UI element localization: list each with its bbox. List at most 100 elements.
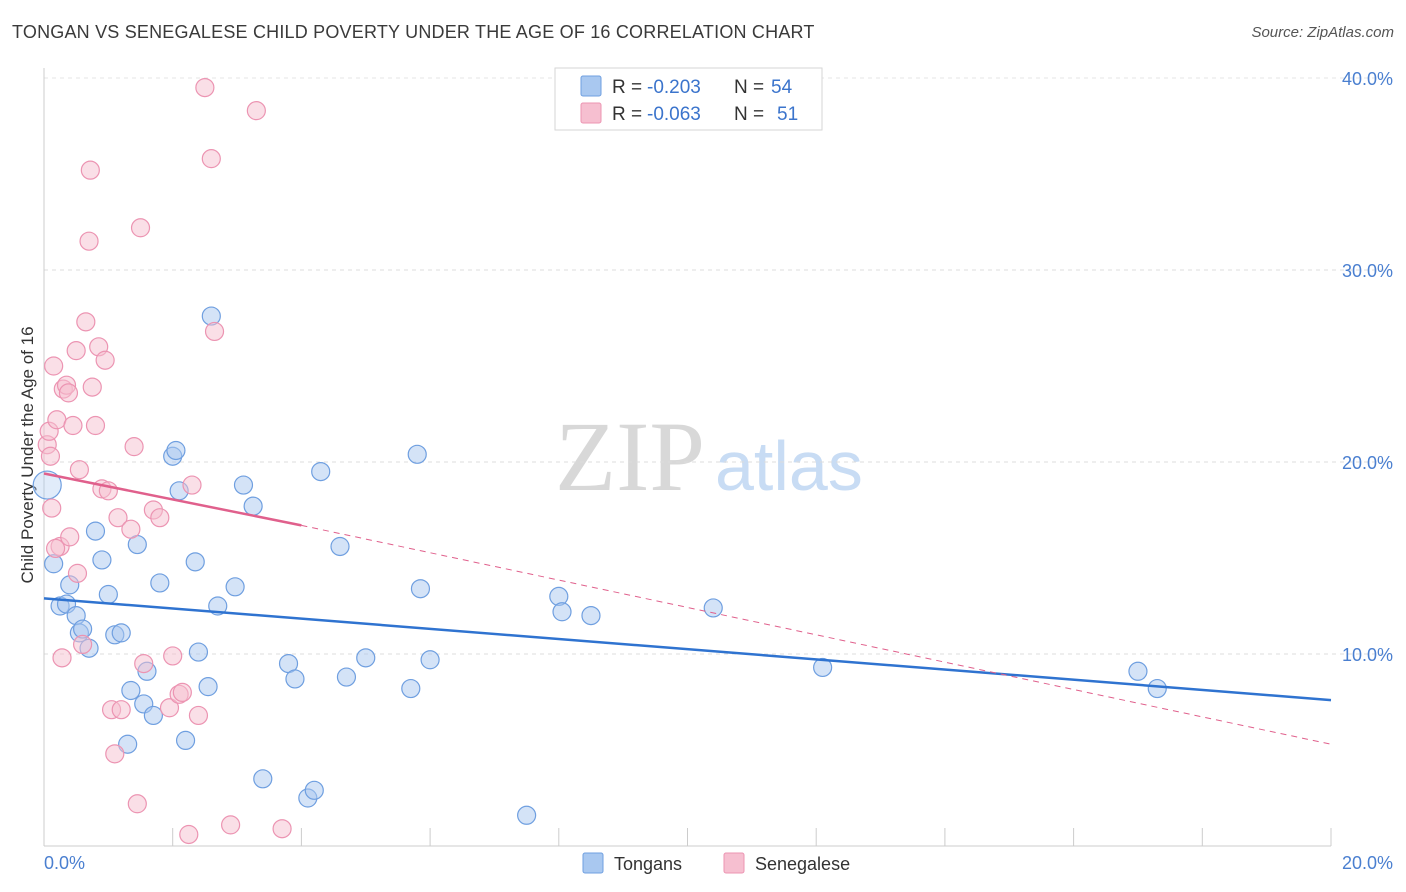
senegalese-point: [134, 653, 154, 674]
chart-title: TONGAN VS SENEGALESE CHILD POVERTY UNDER…: [12, 22, 815, 42]
tongan-point: [253, 769, 273, 789]
senegalese-point: [52, 648, 72, 668]
senegalese-trend-extension: [301, 524, 1332, 745]
tongan-point: [198, 677, 218, 697]
legend-label-senegalese: Senegalese: [755, 854, 850, 874]
correlation-legend: R = -0.203 N = 54 R = -0.063 N = 51: [554, 67, 823, 131]
watermark-zip: ZIP: [555, 401, 705, 512]
tongan-point: [111, 623, 131, 643]
tongan-point: [243, 496, 263, 516]
legend-swatch-tongan: [580, 75, 602, 97]
tongan-point: [407, 444, 427, 464]
tongan-point: [85, 521, 106, 541]
tongan-trend-line: [43, 597, 1332, 702]
data-points: [32, 77, 1167, 845]
senegalese-point: [47, 410, 67, 430]
legend-swatch-tongans: [582, 852, 604, 874]
series-legend: Tongans Senegalese: [582, 852, 850, 874]
senegalese-point: [130, 218, 151, 238]
tongan-point: [1128, 661, 1148, 681]
senegalese-point: [79, 231, 99, 251]
senegalese-point: [85, 415, 106, 436]
senegalese-point: [201, 149, 221, 169]
senegalese-point: [182, 475, 202, 495]
y-tick-labels: 10.0% 20.0% 30.0% 40.0%: [1342, 69, 1393, 665]
tongan-point: [150, 573, 170, 593]
gridlines: [44, 77, 1395, 655]
senegalese-point: [221, 815, 241, 835]
senegalese-point: [60, 527, 80, 547]
senegalese-point: [111, 700, 131, 720]
tongan-point: [118, 734, 138, 754]
tongan-point: [121, 680, 141, 701]
tongan-point: [185, 552, 205, 572]
tongan-point: [517, 805, 537, 825]
tongan-point: [420, 650, 440, 670]
watermark-atlas: atlas: [715, 427, 863, 505]
tongan-point: [401, 678, 421, 699]
legend-label-tongans: Tongans: [614, 854, 682, 874]
senegalese-point: [42, 498, 62, 518]
senegalese-point: [67, 563, 88, 583]
senegalese-point: [159, 698, 180, 718]
tongan-point: [225, 577, 245, 597]
y-tick-label: 40.0%: [1342, 69, 1393, 89]
senegalese-point: [124, 437, 144, 457]
senegalese-point: [127, 794, 147, 814]
tongan-point: [813, 657, 833, 678]
senegalese-point: [63, 415, 83, 436]
legend-r-value-senegalese: -0.063: [647, 104, 701, 125]
tongan-point: [330, 536, 350, 557]
tongan-point: [581, 605, 601, 626]
senegalese-point: [73, 634, 93, 655]
tongan-point: [703, 598, 723, 618]
legend-swatch-senegalese: [580, 102, 602, 124]
tongan-point: [410, 579, 431, 599]
tongan-point: [552, 602, 572, 622]
y-tick-label: 10.0%: [1342, 645, 1393, 665]
senegalese-trend-line: [43, 472, 302, 527]
tongan-point: [98, 584, 118, 605]
senegalese-point: [172, 682, 192, 703]
senegalese-point: [188, 705, 209, 726]
y-tick-label: 20.0%: [1342, 453, 1393, 473]
senegalese-point: [163, 646, 183, 666]
tongan-point: [285, 669, 305, 689]
tongan-point: [336, 667, 357, 687]
tongan-point: [166, 440, 186, 461]
axes: [43, 68, 1332, 847]
tongan-point: [188, 642, 209, 662]
legend-swatch-senegalese-bottom: [723, 852, 745, 874]
legend-r-value-tongan: -0.203: [647, 77, 701, 98]
senegalese-point: [95, 350, 115, 370]
senegalese-point: [108, 508, 128, 528]
x-tick-label-min: 0.0%: [44, 853, 85, 873]
senegalese-point: [80, 160, 100, 180]
senegalese-point: [179, 824, 199, 845]
senegalese-point: [195, 77, 215, 98]
legend-n-value-tongan: 54: [771, 77, 793, 98]
legend-n-label-tongan: N =: [734, 77, 764, 98]
tongan-point: [311, 462, 331, 482]
tongan-point: [92, 550, 112, 570]
legend-n-label-senegalese: N =: [734, 104, 764, 125]
senegalese-point: [40, 446, 61, 466]
senegalese-point: [45, 538, 66, 559]
senegalese-point: [82, 377, 102, 397]
senegalese-point: [105, 744, 125, 764]
senegalese-point: [58, 383, 79, 403]
senegalese-point: [246, 101, 266, 121]
legend-r-label-senegalese: R =: [612, 104, 642, 125]
senegalese-point: [272, 819, 292, 839]
tongan-point: [233, 475, 254, 495]
senegalese-point: [150, 508, 170, 528]
senegalese-point: [69, 460, 89, 480]
legend-n-value-senegalese: 51: [777, 104, 798, 125]
legend-r-label-tongan: R =: [612, 77, 642, 98]
trend-lines: [43, 472, 1332, 745]
x-tick-label-max: 20.0%: [1342, 853, 1393, 873]
chart-source: Source: ZipAtlas.com: [1251, 24, 1394, 41]
tongan-point: [356, 648, 376, 668]
senegalese-point: [66, 341, 86, 361]
